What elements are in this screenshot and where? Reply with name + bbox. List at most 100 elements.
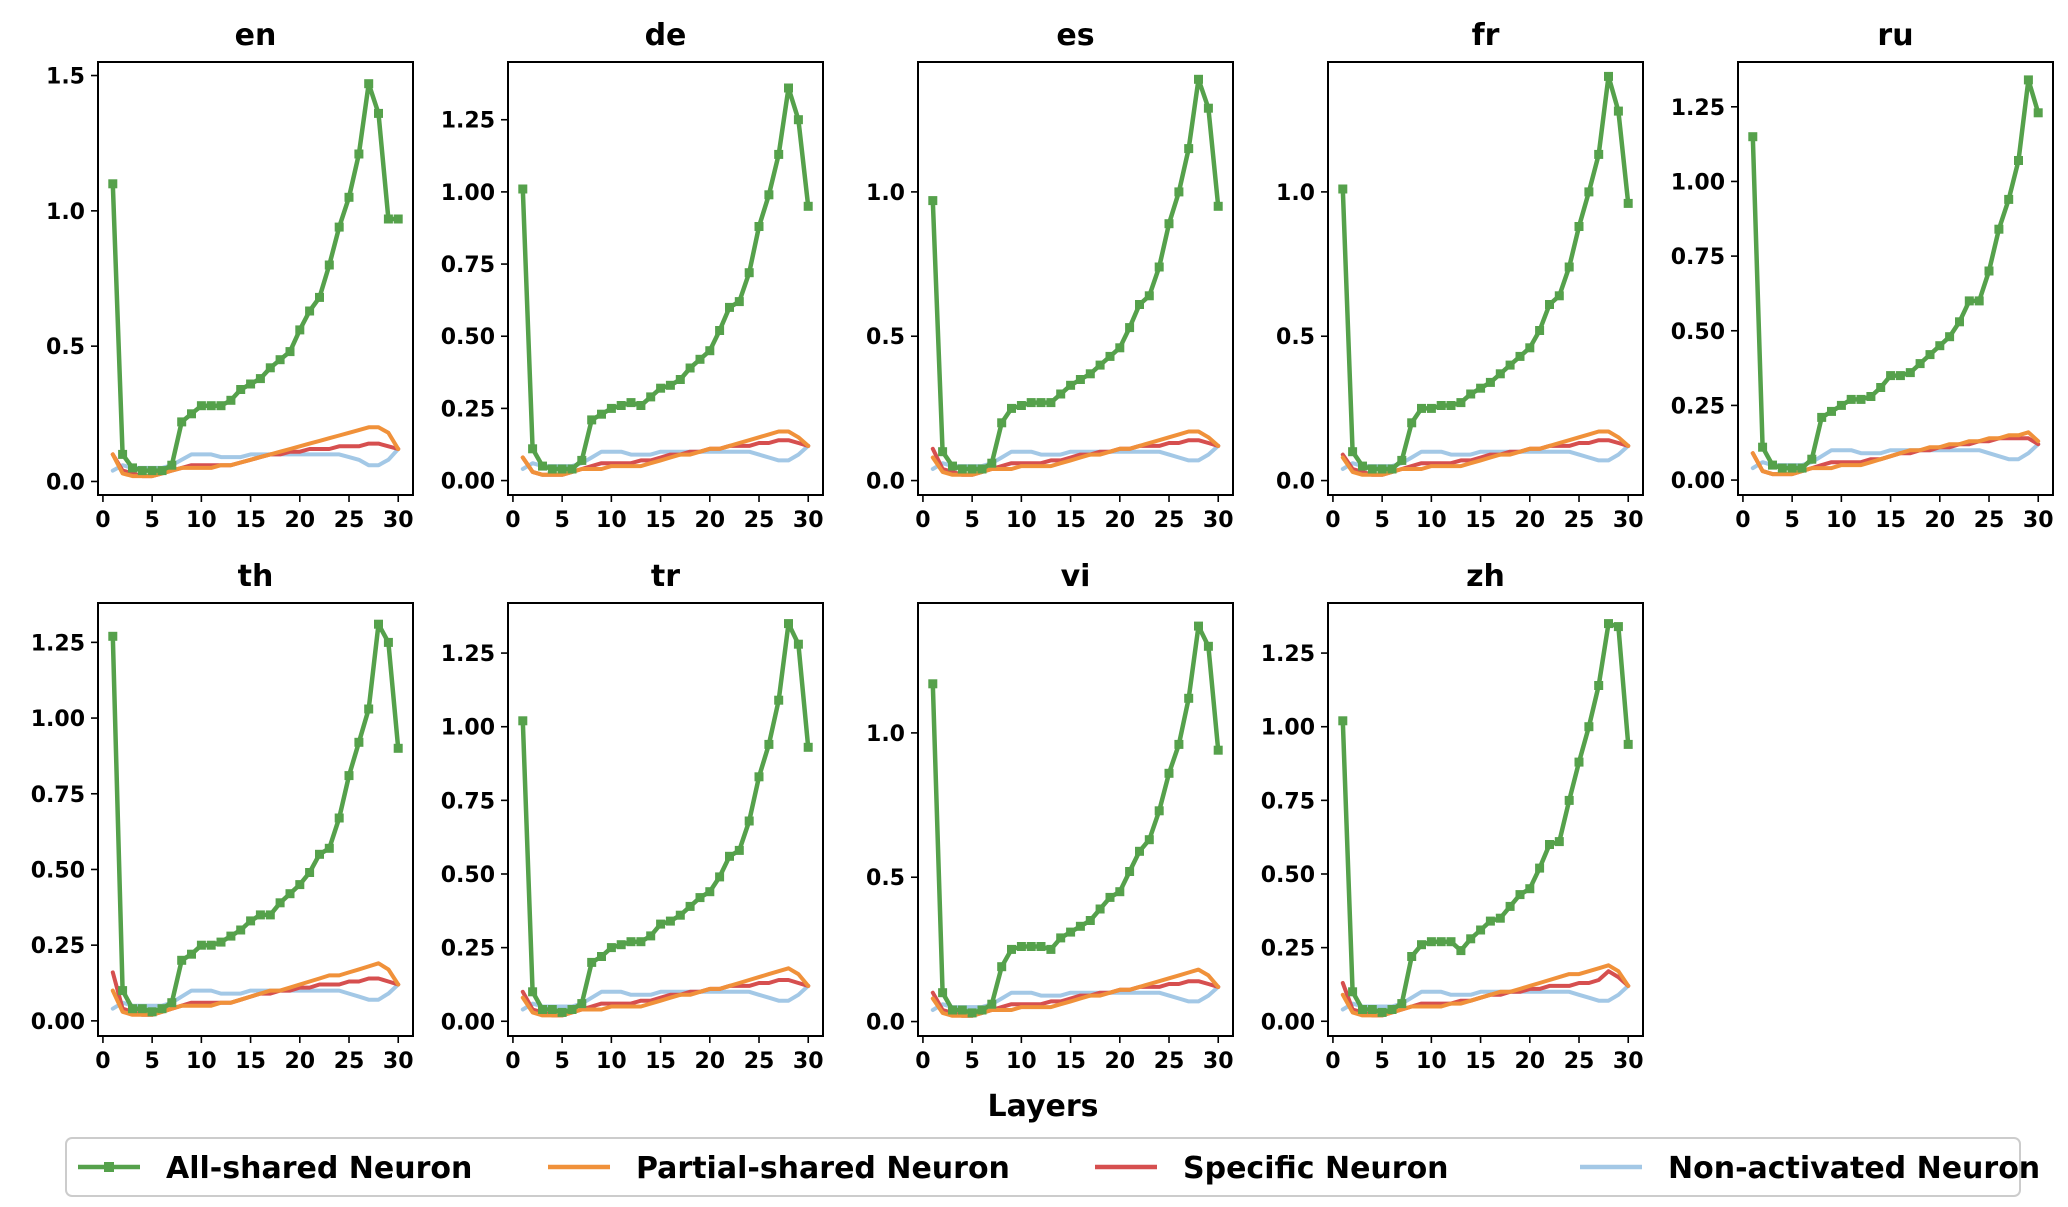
y-tick-label: 1.0	[46, 200, 85, 225]
data-point	[1604, 71, 1613, 81]
panel-title: es	[1056, 18, 1094, 53]
data-point	[725, 302, 734, 312]
panel-title: de	[645, 18, 687, 53]
data-point	[137, 1004, 147, 1014]
data-point	[1456, 398, 1466, 408]
legend-label: All-shared Neuron	[166, 1151, 472, 1186]
y-tick-label: 1.0	[866, 722, 905, 747]
series-line-all-shared	[520, 85, 811, 472]
data-point	[1525, 343, 1535, 353]
data-point	[364, 79, 374, 89]
data-point	[265, 363, 275, 373]
plot-area	[518, 83, 813, 477]
data-point	[255, 910, 265, 920]
data-point	[1515, 890, 1525, 900]
x-tick-label: 15	[1055, 1049, 1086, 1074]
x-tick-label: 0	[505, 508, 520, 533]
data-point	[938, 447, 948, 457]
x-tick-label: 25	[1564, 508, 1595, 533]
data-point	[1535, 326, 1545, 335]
y-tick-label: 0.75	[1671, 245, 1725, 270]
data-point	[1358, 1005, 1367, 1014]
legend-entry-all-shared: All-shared Neuron	[78, 1151, 472, 1186]
data-point	[636, 401, 646, 410]
data-point	[1125, 323, 1135, 333]
data-point	[1876, 383, 1886, 392]
data-point	[108, 631, 118, 641]
data-point	[1184, 144, 1194, 154]
data-point	[315, 292, 324, 302]
data-point	[1915, 359, 1925, 369]
data-point	[646, 931, 656, 941]
data-point	[383, 637, 393, 647]
data-point	[393, 214, 403, 224]
legend-label: Non-activated Neuron	[1668, 1151, 2040, 1186]
data-point	[246, 379, 256, 389]
data-point	[1426, 937, 1436, 947]
y-tick-label: 1.5	[46, 65, 85, 90]
data-point	[518, 184, 528, 194]
data-point	[705, 887, 715, 897]
y-tick-label: 0.75	[441, 789, 495, 814]
y-tick-label: 0.0	[866, 1011, 905, 1036]
data-point	[246, 916, 256, 926]
y-tick-label: 0.5	[1276, 325, 1315, 350]
panel-fr: fr 0 5 10 15 20 25 30 0.0 0.5 1.0	[1276, 18, 1644, 533]
data-point	[295, 325, 305, 335]
x-tick-label: 15	[235, 508, 266, 533]
data-point	[1955, 317, 1964, 327]
data-point	[1154, 262, 1164, 272]
data-point	[1026, 942, 1036, 951]
panel-es: es 0 5 10 15 20 25 30 0.0 0.5 1.0	[866, 18, 1234, 533]
series-line-all-shared	[930, 77, 1221, 472]
data-point	[997, 418, 1007, 428]
data-point	[1574, 222, 1584, 231]
y-tick-label: 0.0	[866, 470, 905, 495]
data-point	[147, 1007, 157, 1017]
data-point	[1213, 201, 1223, 211]
data-point	[754, 222, 764, 231]
series-line-all-shared	[110, 81, 401, 473]
legend: All-shared Neuron Partial-shared Neuron Sp…	[65, 1137, 2040, 1197]
x-tick-label: 25	[744, 1049, 775, 1074]
x-tick-label: 20	[694, 1049, 725, 1074]
panel-title: tr	[651, 559, 680, 594]
x-tick-label: 30	[2023, 508, 2054, 533]
data-point	[675, 910, 685, 920]
data-point	[1026, 398, 1036, 408]
x-tick-label: 15	[235, 1049, 266, 1074]
data-point	[695, 893, 705, 903]
legend-label: Partial-shared Neuron	[636, 1151, 1010, 1186]
data-point	[118, 986, 128, 996]
data-point	[567, 1005, 577, 1014]
x-tick-label: 20	[284, 1049, 315, 1074]
x-tick-label: 30	[793, 1049, 824, 1074]
panel-th: th 0 5 10 15 20 25 30 0.00 0.25 0.50 0.75 1.00 1.25	[31, 559, 414, 1074]
data-point	[1515, 351, 1525, 361]
data-point	[1895, 371, 1905, 381]
data-point	[715, 872, 725, 882]
panel-title: ru	[1877, 18, 1913, 53]
data-point	[518, 716, 528, 726]
axes-frame	[917, 602, 1234, 1037]
data-point	[255, 374, 265, 384]
data-point	[1495, 369, 1505, 379]
data-point	[374, 619, 383, 629]
plot-area	[1338, 71, 1633, 477]
data-point	[636, 937, 646, 947]
data-point	[1016, 942, 1026, 951]
data-point	[1387, 1005, 1397, 1014]
data-point	[1613, 106, 1623, 116]
x-axis-label: Layers	[988, 1089, 1099, 1124]
data-point	[1768, 460, 1777, 470]
data-point	[354, 737, 364, 747]
x-tick-label: 10	[1006, 508, 1037, 533]
data-point	[784, 83, 793, 93]
data-point	[1135, 300, 1144, 309]
y-tick-label: 1.25	[1261, 642, 1315, 667]
x-tick-label: 10	[596, 508, 627, 533]
data-point	[987, 458, 997, 468]
data-point	[216, 401, 226, 411]
y-tick-label: 0.50	[441, 863, 495, 888]
x-tick-label: 15	[645, 1049, 676, 1074]
